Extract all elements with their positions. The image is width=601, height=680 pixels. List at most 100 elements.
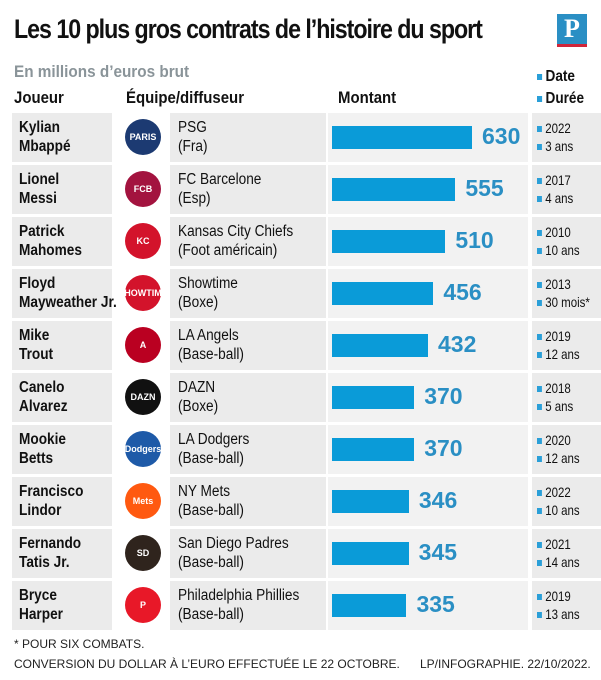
team-name: NY Mets: [178, 483, 231, 500]
bar: [332, 542, 409, 565]
logo-cell: Mets: [116, 477, 170, 526]
square-bullet-icon: [537, 612, 542, 619]
contract-date: 2018: [537, 379, 573, 397]
bar-cell: 370: [328, 425, 528, 474]
bar-cell: 345: [328, 529, 528, 578]
logo-cell: SHOWTIME: [116, 269, 170, 318]
team-sub: (Esp): [178, 190, 211, 207]
team-sub: (Fra): [178, 138, 208, 155]
date-cell: 2021 14 ans: [532, 529, 601, 578]
table-row: Mike Trout A LA Angels (Base-ball) 432 2019 12 …: [0, 321, 601, 370]
team-sub: (Foot américain): [178, 242, 278, 259]
contract-duration: 3 ans: [537, 137, 573, 155]
team-cell: LA Angels (Base-ball): [170, 321, 326, 370]
team-sub: (Boxe): [178, 398, 219, 415]
square-bullet-icon: [537, 230, 542, 237]
table-row: Lionel Messi FCB FC Barcelone (Esp) 555 2017 4 …: [0, 165, 601, 214]
table-row: Fernando Tatis Jr. SD San Diego Padres (Base…: [0, 529, 601, 578]
data-label: 456: [443, 279, 482, 305]
team-logo-icon: A: [125, 327, 161, 363]
logo-cell: KC: [116, 217, 170, 266]
square-bullet-icon: [537, 95, 543, 102]
date-cell: 2019 13 ans: [532, 581, 601, 630]
logo-cell: P: [116, 581, 170, 630]
square-bullet-icon: [537, 248, 542, 255]
logo-cell: Dodgers: [116, 425, 170, 474]
team-cell: DAZN (Boxe): [170, 373, 326, 422]
square-bullet-icon: [537, 386, 542, 393]
data-label: 335: [416, 591, 455, 617]
square-bullet-icon: [537, 73, 543, 80]
square-bullet-icon: [537, 178, 542, 185]
team-logo-icon: SHOWTIME: [118, 275, 168, 311]
team-sub: (Base-ball): [178, 502, 244, 519]
bar-cell: 370: [328, 373, 528, 422]
player-name: Bryce Harper: [19, 587, 63, 623]
team-logo-icon: SD: [125, 535, 161, 571]
square-bullet-icon: [537, 300, 542, 307]
player-name: Mookie Betts: [19, 431, 66, 467]
team-cell: Showtime (Boxe): [170, 269, 326, 318]
logo-cell: A: [116, 321, 170, 370]
square-bullet-icon: [537, 404, 542, 411]
player-name: Francisco Lindor: [19, 483, 84, 519]
contract-date: 2013: [537, 275, 590, 293]
legend-date: Date: [537, 66, 584, 88]
bar: [332, 594, 407, 617]
square-bullet-icon: [537, 144, 542, 151]
date-cell: 2022 10 ans: [532, 477, 601, 526]
team-logo-icon: Mets: [125, 483, 161, 519]
table-row: Patrick Mahomes KC Kansas City Chiefs (Foot …: [0, 217, 601, 266]
contract-date: 2019: [537, 327, 580, 345]
square-bullet-icon: [537, 456, 542, 463]
bar: [332, 334, 428, 357]
team-name: San Diego Padres: [178, 535, 289, 552]
square-bullet-icon: [537, 542, 542, 549]
contract-duration: 4 ans: [537, 189, 573, 207]
bar: [332, 438, 415, 461]
player-cell: Patrick Mahomes: [12, 217, 112, 266]
square-bullet-icon: [537, 282, 542, 289]
team-cell: Kansas City Chiefs (Foot américain): [170, 217, 326, 266]
table-row: Kylian Mbappé PARIS PSG (Fra) 630 2022 3 ans: [0, 113, 601, 162]
player-name: Fernando Tatis Jr.: [19, 535, 82, 571]
team-cell: NY Mets (Base-ball): [170, 477, 326, 526]
player-name: Patrick Mahomes: [19, 223, 82, 259]
square-bullet-icon: [537, 196, 542, 203]
square-bullet-icon: [537, 126, 542, 133]
square-bullet-icon: [537, 508, 542, 515]
team-sub: (Base-ball): [178, 346, 244, 363]
team-logo-icon: Dodgers: [125, 431, 161, 467]
team-logo-icon: P: [125, 587, 161, 623]
team-name: PSG: [178, 119, 207, 136]
team-name: FC Barcelone: [178, 171, 262, 188]
contract-date: 2021: [537, 535, 580, 553]
header-amount: Montant: [338, 88, 397, 107]
contract-date: 2019: [537, 587, 580, 605]
bar-cell: 510: [328, 217, 528, 266]
chart-title: Les 10 plus gros contrats de l’histoire …: [14, 14, 483, 44]
team-logo-icon: FCB: [125, 171, 161, 207]
data-label: 370: [424, 435, 463, 461]
team-name: Showtime: [178, 275, 238, 292]
team-sub: (Base-ball): [178, 606, 244, 623]
data-label: 510: [455, 227, 494, 253]
legend-duration: Durée: [537, 88, 584, 110]
table-row: Floyd Mayweather Jr. SHOWTIME Showtime (Boxe…: [0, 269, 601, 318]
team-cell: San Diego Padres (Base-ball): [170, 529, 326, 578]
team-name: DAZN: [178, 379, 216, 396]
data-label: 630: [482, 123, 521, 149]
player-name: Lionel Messi: [19, 171, 60, 207]
bar-cell: 335: [328, 581, 528, 630]
contract-duration: 12 ans: [537, 345, 580, 363]
contract-date: 2022: [537, 483, 580, 501]
player-cell: Canelo Alvarez: [12, 373, 112, 422]
date-cell: 2010 10 ans: [532, 217, 601, 266]
bar: [332, 282, 434, 305]
logo-cell: FCB: [116, 165, 170, 214]
team-sub: (Boxe): [178, 294, 219, 311]
contract-duration: 30 mois*: [537, 293, 590, 311]
legend: Date Durée: [537, 66, 584, 110]
contract-duration: 12 ans: [537, 449, 580, 467]
